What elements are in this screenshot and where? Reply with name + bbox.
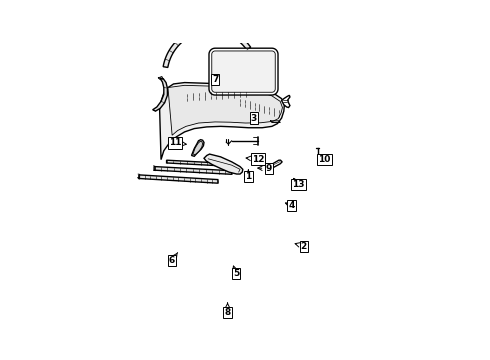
Polygon shape — [139, 175, 218, 183]
Polygon shape — [167, 160, 235, 167]
Polygon shape — [192, 140, 204, 156]
Text: 9: 9 — [258, 164, 272, 173]
Text: 6: 6 — [169, 253, 177, 265]
Polygon shape — [163, 27, 251, 67]
Text: 1: 1 — [245, 170, 251, 181]
Polygon shape — [204, 154, 243, 174]
Polygon shape — [187, 90, 245, 97]
Text: 7: 7 — [212, 75, 218, 84]
Polygon shape — [209, 48, 278, 95]
Text: 8: 8 — [224, 303, 231, 316]
Polygon shape — [168, 85, 282, 135]
Text: 2: 2 — [295, 242, 307, 251]
Text: 4: 4 — [285, 201, 294, 210]
Polygon shape — [193, 141, 203, 155]
Text: 10: 10 — [318, 155, 331, 164]
Polygon shape — [267, 160, 282, 169]
Text: 3: 3 — [251, 113, 257, 124]
Polygon shape — [212, 51, 275, 92]
Text: 5: 5 — [233, 266, 239, 278]
Polygon shape — [240, 103, 279, 117]
Text: 13: 13 — [292, 178, 304, 189]
Text: 12: 12 — [246, 154, 264, 163]
Polygon shape — [160, 82, 284, 159]
Polygon shape — [282, 95, 290, 108]
Polygon shape — [154, 167, 232, 174]
Polygon shape — [187, 94, 245, 101]
Text: 11: 11 — [169, 139, 186, 148]
Polygon shape — [153, 78, 168, 111]
Polygon shape — [240, 99, 279, 113]
